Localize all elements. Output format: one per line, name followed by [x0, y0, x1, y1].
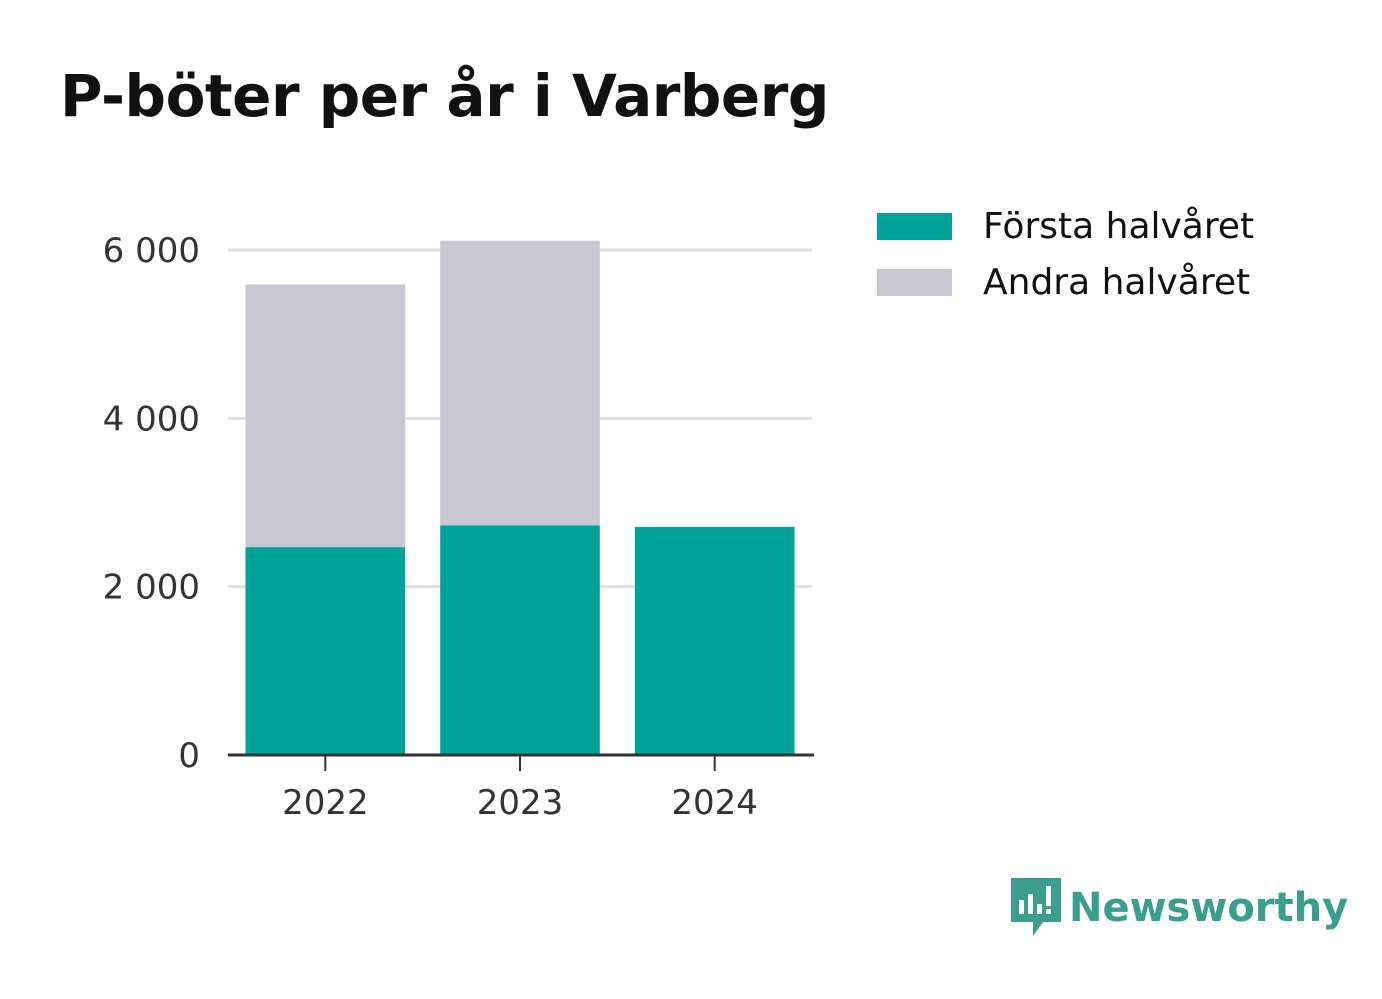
- newsworthy-logo-icon: [1011, 878, 1061, 936]
- bar-2022-series-0: [245, 547, 406, 755]
- bar-2022-series-1: [245, 284, 406, 548]
- bar-2023-series-0: [440, 525, 600, 755]
- legend-label-second-half: Andra halvåret: [983, 261, 1251, 303]
- legend-item-first-half: Första halvåret: [877, 198, 1254, 254]
- brand-name: Newsworthy: [1069, 885, 1349, 931]
- legend-label-first-half: Första halvåret: [983, 205, 1255, 247]
- x-tick-label: 2022: [282, 783, 369, 823]
- y-tick-label: 2 000: [103, 568, 200, 608]
- legend-item-second-half: Andra halvåret: [877, 254, 1254, 310]
- y-tick-label: 6 000: [103, 231, 200, 271]
- x-tick-label: 2024: [671, 783, 758, 823]
- brand-logo: Newsworthy: [1011, 878, 1348, 938]
- bar-2024-series-0: [634, 526, 795, 755]
- x-tick-label: 2023: [477, 783, 564, 823]
- bar-2023-series-1: [440, 240, 600, 526]
- legend-swatch-second-half: [877, 268, 952, 296]
- legend-swatch-first-half: [877, 212, 952, 240]
- legend: Första halvåret Andra halvåret: [877, 198, 1254, 310]
- y-tick-label: 0: [178, 736, 200, 776]
- y-tick-label: 4 000: [103, 399, 200, 439]
- chart-title: P-böter per år i Varberg: [60, 62, 829, 130]
